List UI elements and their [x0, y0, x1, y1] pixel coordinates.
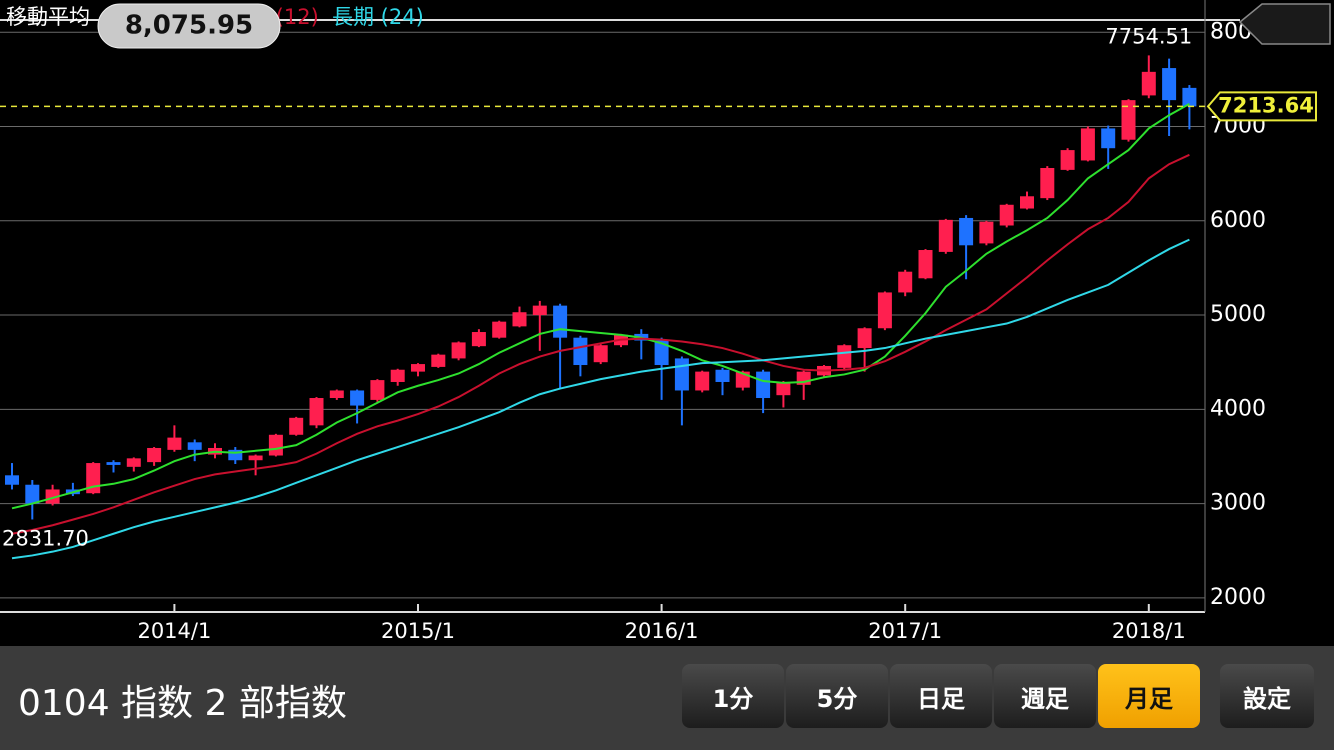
moving-average-line — [11, 153, 1190, 535]
candle-body — [45, 489, 60, 504]
candle-body — [1121, 100, 1136, 140]
candle-body — [1101, 128, 1116, 149]
candle-body — [5, 475, 19, 485]
candle-body — [126, 458, 141, 467]
y-tick-label: 2000 — [1210, 585, 1266, 610]
candle-body — [370, 380, 385, 400]
candle-body — [715, 369, 730, 382]
candle-body — [877, 292, 892, 329]
candle-body — [695, 371, 710, 391]
max-label: 7754.51 — [1105, 24, 1192, 48]
min-label: 2831.70 — [2, 526, 89, 550]
legend-title: 移動平均 — [6, 5, 90, 29]
last-price-tag — [1206, 91, 1317, 122]
candle-body — [593, 345, 608, 363]
candle-body — [106, 462, 121, 465]
legend-entry: 長期 (24) — [332, 5, 424, 29]
period-button[interactable]: 5分 — [786, 664, 888, 728]
y-tick-label: 3000 — [1210, 491, 1266, 516]
x-tick-label: 2016/1 — [625, 619, 699, 643]
candle-body — [228, 449, 243, 461]
candle-body — [512, 312, 527, 327]
scroll-tag — [1238, 3, 1331, 45]
candle-body — [350, 390, 365, 406]
period-button[interactable]: 月足 — [1098, 664, 1200, 728]
x-tick-label: 2018/1 — [1112, 619, 1186, 643]
candle-body — [1162, 68, 1177, 101]
candle-body — [471, 332, 486, 347]
settings-button[interactable]: 設定 — [1220, 664, 1314, 728]
candle-body — [147, 447, 162, 463]
candle-body — [654, 340, 669, 366]
candle-body — [248, 455, 263, 461]
candle-body — [938, 219, 953, 252]
candle-body — [411, 364, 425, 372]
candle-body — [959, 217, 974, 246]
candle-body — [451, 342, 466, 359]
moving-average-line — [11, 103, 1190, 510]
instrument-name: 0104 指数 2 部指数 — [18, 683, 347, 724]
candle-body — [492, 321, 507, 338]
candle-body — [756, 371, 771, 399]
candle-body — [837, 345, 852, 368]
y-tick-label: 4000 — [1210, 396, 1266, 421]
candle-body — [1060, 150, 1075, 170]
candle-body — [1141, 71, 1156, 96]
candle-body — [776, 381, 791, 396]
moving-average-line — [11, 238, 1190, 560]
candle-body — [1040, 168, 1055, 199]
candle-body — [979, 221, 994, 244]
period-button[interactable]: 日足 — [890, 664, 992, 728]
candle-body — [1080, 128, 1095, 161]
candle-body — [1020, 196, 1034, 209]
cursor-bubble — [97, 3, 281, 49]
candle-body — [390, 369, 405, 382]
bottom-bar: 0104 指数 2 部指数 1分 5分 日足 週足 月足 設定 — [0, 646, 1334, 750]
candle-body — [289, 417, 304, 435]
candle-body — [674, 358, 689, 391]
candle-body — [857, 328, 872, 349]
candle-body — [553, 305, 568, 338]
x-tick-label: 2017/1 — [868, 619, 942, 643]
candle-body — [532, 305, 547, 316]
candle-body — [918, 250, 933, 279]
y-tick-label: 5000 — [1210, 302, 1266, 327]
candle-body — [573, 337, 588, 366]
cursor-value: 8,075.95 — [125, 11, 253, 41]
x-tick-label: 2014/1 — [137, 619, 211, 643]
period-button[interactable]: 週足 — [994, 664, 1096, 728]
y-tick-label: 6000 — [1210, 208, 1266, 233]
period-button[interactable]: 1分 — [682, 664, 784, 728]
candle-body — [167, 437, 182, 450]
candle-body — [309, 398, 324, 426]
candle-body — [25, 484, 40, 504]
candle-body — [898, 271, 913, 293]
candle-body — [431, 354, 446, 367]
candle-body — [999, 204, 1014, 226]
x-tick-label: 2015/1 — [381, 619, 455, 643]
candle-body — [1182, 87, 1197, 107]
candle-body — [329, 390, 344, 399]
period-buttons: 1分 5分 日足 週足 月足 — [682, 664, 1202, 728]
last-price-label: 7213.64 — [1218, 93, 1314, 117]
candle-body — [187, 442, 202, 450]
candle-body — [268, 434, 283, 456]
